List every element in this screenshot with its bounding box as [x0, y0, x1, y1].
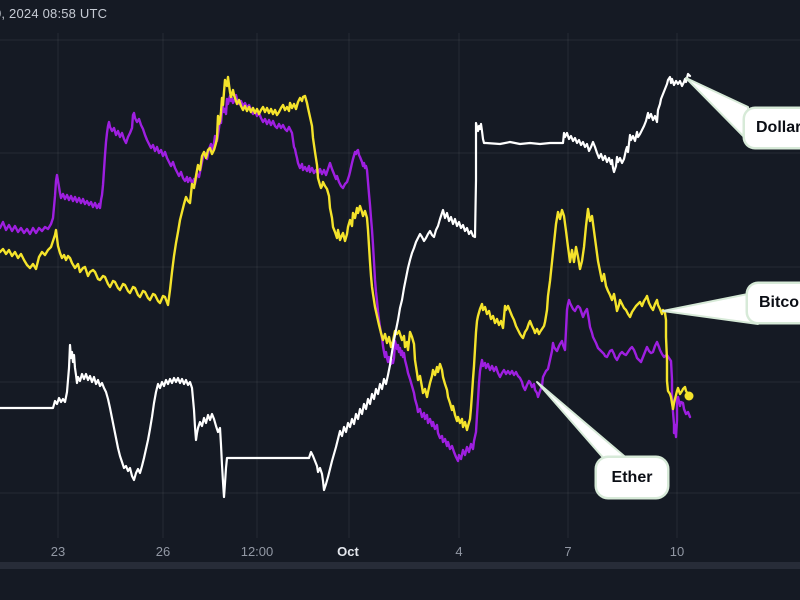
- x-axis: 23 26 12:00 Oct 4 7 10: [0, 544, 800, 564]
- bitcoin-callout: Bitcoin: [748, 284, 800, 322]
- x-tick-Oct: Oct: [337, 544, 359, 559]
- x-tick-10: 10: [669, 544, 685, 559]
- x-tick-12:00: 12:00: [240, 544, 274, 559]
- series-ether-line: [0, 93, 692, 463]
- series-dollar-line: [0, 72, 692, 499]
- bitcoin-callout-label: Bitcoin: [759, 294, 800, 311]
- x-tick-4: 4: [455, 544, 463, 559]
- dollar-callout-tail: [685, 77, 749, 142]
- dollar-callout-label: Dollar: [756, 119, 800, 136]
- ether-callout-label: Ether: [611, 468, 653, 486]
- series-bitcoin-line: [0, 75, 691, 432]
- x-tick-26: 26: [155, 544, 171, 559]
- x-tick-7: 7: [564, 544, 572, 559]
- chart-timestamp: 0, 2024 08:58 UTC: [0, 6, 108, 21]
- x-tick-23: 23: [50, 544, 66, 559]
- dollar-callout: Dollar: [745, 109, 800, 147]
- ether-callout-tail: [536, 381, 631, 462]
- bottom-border-band: [0, 562, 800, 569]
- bitcoin-end-dot: [684, 391, 694, 401]
- ether-callout: Ether: [597, 458, 667, 497]
